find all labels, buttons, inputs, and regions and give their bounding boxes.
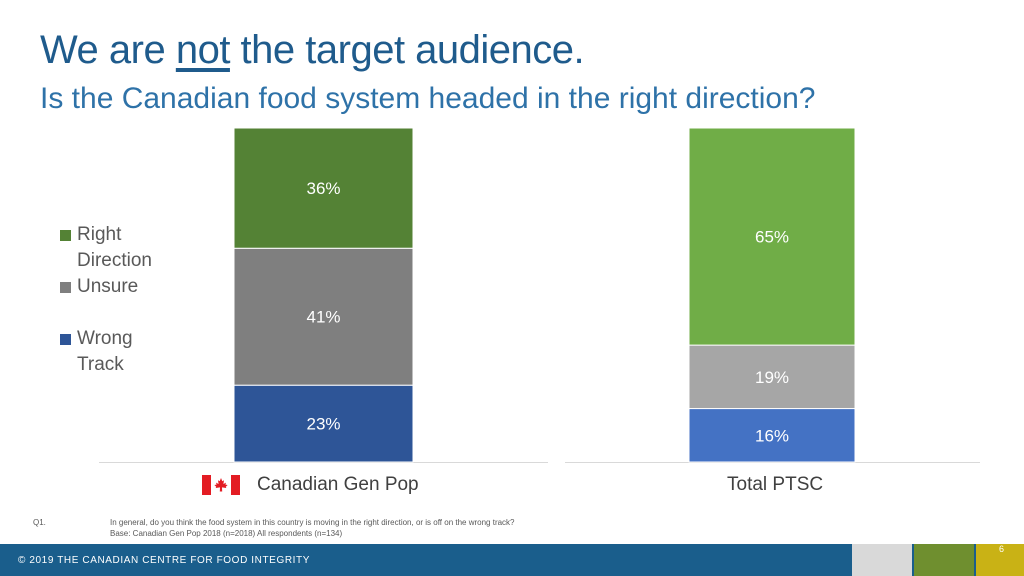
footer-copyright: © 2019 THE CANADIAN CENTRE FOR FOOD INTE… — [18, 555, 310, 566]
footnote-base: Base: Canadian Gen Pop 2018 (n=2018) All… — [110, 529, 343, 538]
title-part-1: We are — [40, 28, 176, 72]
legend-item-unsure: Unsure — [60, 274, 180, 300]
legend-label-unsure: Unsure — [77, 276, 139, 297]
footer-green-block — [914, 544, 974, 576]
footer-bar: © 2019 THE CANADIAN CENTRE FOR FOOD INTE… — [0, 544, 1024, 576]
bar-segment-total-ptsc-unsure — [688, 344, 856, 410]
footnote-question: In general, do you think the food system… — [110, 518, 515, 527]
category-label-total-ptsc: Total PTSC — [727, 474, 824, 495]
legend-label-wrong-track: Wrong Track — [77, 328, 133, 375]
page-number: 6 — [998, 544, 1004, 554]
footnote-question-label: Q1. — [33, 518, 46, 527]
data-label-total-ptsc-unsure: 19% — [755, 368, 789, 387]
footer-gold-block — [976, 544, 1024, 576]
legend-item-wrong-track: Wrong Track — [60, 326, 180, 378]
legend-item-right-direction: Right Direction — [60, 222, 180, 274]
canada-flag-icon — [202, 475, 240, 495]
legend-swatch-unsure — [60, 282, 71, 293]
legend-swatch-right-direction — [60, 230, 71, 241]
footer-gray-block — [852, 544, 912, 576]
footnote: In general, do you think the food system… — [110, 517, 515, 539]
bar-segment-canadian-gen-pop-right-direction — [233, 127, 414, 249]
bar-segment-total-ptsc-right-direction — [688, 127, 856, 346]
bar-segment-canadian-gen-pop-wrong-track — [233, 384, 414, 463]
data-label-canadian-gen-pop-wrong-track: 23% — [306, 415, 340, 434]
chart-legend: Right Direction Unsure Wrong Track — [60, 222, 180, 378]
page-subtitle: Is the Canadian food system headed in th… — [40, 82, 816, 115]
data-label-canadian-gen-pop-right-direction: 36% — [306, 179, 340, 198]
data-label-total-ptsc-right-direction: 65% — [755, 228, 789, 247]
category-label-canadian-gen-pop: Canadian Gen Pop — [257, 474, 419, 495]
data-label-canadian-gen-pop-unsure: 41% — [306, 308, 340, 327]
page-title: We are not the target audience. — [40, 28, 585, 73]
bar-segment-total-ptsc-wrong-track — [688, 408, 856, 463]
legend-swatch-wrong-track — [60, 334, 71, 345]
data-label-total-ptsc-wrong-track: 16% — [755, 426, 789, 445]
legend-label-right-direction: Right Direction — [77, 224, 152, 271]
bar-segment-canadian-gen-pop-unsure — [233, 247, 414, 386]
title-part-2: the target audience. — [229, 28, 585, 72]
title-emphasis: not — [175, 28, 231, 72]
